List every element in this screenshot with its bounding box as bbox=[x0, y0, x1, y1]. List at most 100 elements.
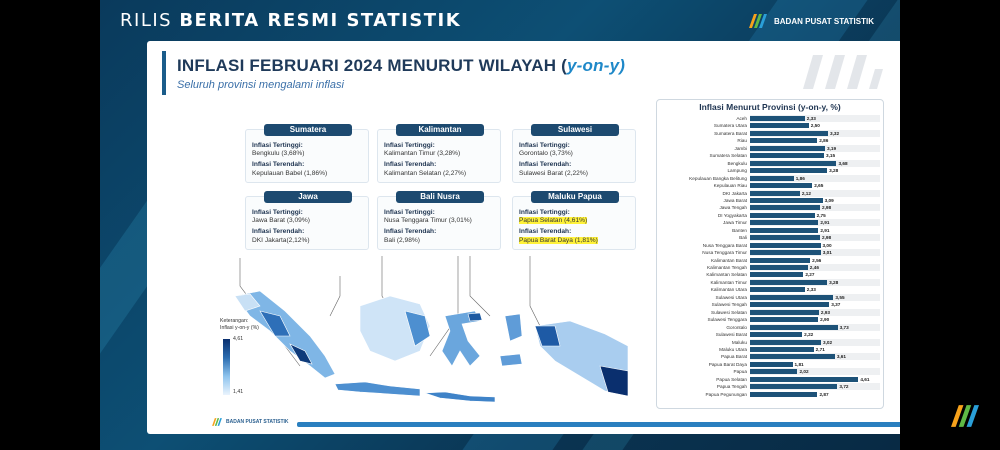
chart-bar bbox=[750, 227, 819, 233]
chart-category-label: Riau bbox=[737, 138, 747, 144]
chart-row: Papua Selatan 4,61 bbox=[657, 376, 885, 383]
kalimantan-shape bbox=[359, 295, 431, 362]
chart-value-label: 2,87 bbox=[819, 391, 829, 397]
header-title: RILIS BERITA RESMI STATISTIK bbox=[120, 10, 462, 31]
chart-category-label: Lampung bbox=[727, 168, 747, 174]
chart-category-label: Aceh bbox=[736, 116, 747, 121]
chart-row: Jawa Timur 2,91 bbox=[657, 219, 885, 227]
sumatera-north-shape bbox=[234, 293, 261, 312]
chart-bar bbox=[750, 384, 838, 390]
region-card-sulawesi: Sulawesi Inflasi Tertinggi: Gorontalo (3… bbox=[512, 124, 636, 183]
chart-value-label: 2,50 bbox=[810, 123, 820, 129]
bps-logo-footer: BADAN PUSAT STATISTIK bbox=[211, 417, 289, 427]
chart-row: Nusa Tenggara Timur 3,01 bbox=[657, 249, 885, 257]
chart-category-label: Sulawesi Tenggara bbox=[707, 317, 747, 323]
chart-value-label: 1,81 bbox=[794, 361, 804, 367]
chart-bar bbox=[750, 317, 819, 323]
chart-bar bbox=[750, 272, 804, 278]
chart-bar bbox=[750, 235, 821, 241]
chart-value-label: 2,98 bbox=[822, 235, 832, 241]
chart-category-label: Sulawesi Barat bbox=[715, 332, 747, 338]
chart-bar bbox=[750, 130, 829, 136]
chart-row: Papua Pegunungan 2,87 bbox=[657, 391, 885, 398]
bps-logo-icon bbox=[212, 418, 222, 426]
chart-value-label: 3,15 bbox=[826, 153, 836, 159]
chart-bar bbox=[750, 324, 838, 330]
chart-row: Riau 2,86 bbox=[657, 137, 885, 144]
chart-value-label: 3,55 bbox=[835, 294, 845, 300]
chart-category-label: Kalimantan Selatan bbox=[706, 272, 747, 278]
slide-subtitle: Seluruh provinsi mengalami inflasi bbox=[177, 79, 344, 91]
chart-category-label: Kepulauan Bangka Belitung bbox=[689, 175, 747, 181]
chart-category-label: Papua Tengah bbox=[716, 384, 747, 390]
chart-category-label: Banten bbox=[732, 227, 747, 233]
chart-bar bbox=[750, 302, 830, 308]
chart-row: Sulawesi Tenggara 2,90 bbox=[657, 316, 885, 323]
legend-title: Keterangan: Inflasi y-on-y (%) bbox=[220, 318, 259, 331]
region-header: Jawa bbox=[264, 191, 352, 203]
bps-logo-header: BADAN PUSAT STATISTIK bbox=[747, 12, 874, 30]
chart-value-label: 3,32 bbox=[830, 130, 840, 136]
chart-row: DKI Jakarta 2,12 bbox=[657, 189, 885, 197]
gorontalo-shape bbox=[467, 312, 483, 322]
chart-row: Sulawesi Selatan 2,93 bbox=[657, 308, 885, 316]
chart-category-label: Sulawesi Selatan bbox=[711, 309, 747, 315]
chart-category-label: Bali bbox=[739, 235, 747, 241]
chart-bar bbox=[750, 205, 821, 211]
chart-bar bbox=[750, 190, 800, 196]
chart-row: Jambi 3,19 bbox=[657, 144, 885, 152]
chart-row: Kalimantan Selatan 2,27 bbox=[657, 271, 885, 278]
chart-bar bbox=[750, 116, 805, 121]
chart-category-label: Kalimantan Barat bbox=[711, 257, 747, 263]
maluku-shape bbox=[499, 313, 523, 367]
chart-category-label: Jawa Tengah bbox=[719, 205, 747, 211]
chart-category-label: Sumatera Barat bbox=[714, 130, 747, 136]
region-card-maluku-papua: Maluku Papua Inflasi Tertinggi: Papua Se… bbox=[512, 191, 636, 250]
chart-bar bbox=[750, 369, 798, 375]
sumatera-west-shape bbox=[259, 310, 291, 337]
chart-bar bbox=[750, 376, 859, 382]
province-inflation-chart: Inflasi Menurut Provinsi (y-on-y, %) Ace… bbox=[656, 99, 884, 409]
chart-title: Inflasi Menurut Provinsi (y-on-y, %) bbox=[699, 102, 841, 112]
chart-value-label: 1,86 bbox=[795, 175, 805, 181]
chart-value-label: 3,28 bbox=[829, 279, 839, 285]
chart-value-label: 2,71 bbox=[815, 346, 825, 352]
chart-value-label: 2,93 bbox=[820, 309, 830, 315]
chart-category-label: Papua Barat bbox=[720, 354, 747, 360]
region-card-jawa: Jawa Inflasi Tertinggi: Jawa Barat (3,09… bbox=[245, 191, 369, 250]
footer-bar bbox=[297, 422, 900, 427]
chart-row: Kalimantan Timur 3,28 bbox=[657, 278, 885, 286]
papua-barat-shape bbox=[534, 325, 561, 347]
chart-value-label: 3,61 bbox=[836, 354, 846, 360]
chart-row: Lampung 3,28 bbox=[657, 167, 885, 174]
chart-bar bbox=[750, 346, 814, 352]
chart-category-label: Kalimantan Utara bbox=[710, 287, 747, 293]
chart-bar bbox=[750, 391, 818, 397]
chart-category-label: Sumatera Utara bbox=[713, 123, 747, 129]
presentation-stage: RILIS BERITA RESMI STATISTIK BADAN PUSAT… bbox=[100, 0, 900, 450]
chart-row: Sumatera Utara 2,50 bbox=[657, 122, 885, 129]
bps-watermark-icon bbox=[951, 405, 979, 427]
chart-value-label: 2,90 bbox=[820, 317, 830, 323]
chart-value-label: 2,27 bbox=[805, 272, 815, 278]
chart-bar bbox=[750, 257, 811, 263]
chart-row: Kalimantan Barat 2,56 bbox=[657, 257, 885, 264]
chart-category-label: Papua Barat Daya bbox=[708, 361, 747, 367]
chart-row: Papua Barat 3,61 bbox=[657, 353, 885, 361]
chart-bar bbox=[750, 265, 808, 270]
slide-title: INFLASI FEBRUARI 2024 MENURUT WILAYAH (y… bbox=[177, 56, 626, 75]
chart-row: Sumatera Barat 3,32 bbox=[657, 129, 885, 137]
chart-category-label: DKI Jakarta bbox=[722, 190, 748, 196]
chart-bar bbox=[750, 138, 818, 144]
chart-bar bbox=[750, 279, 828, 285]
chart-category-label: Maluku bbox=[731, 339, 747, 345]
chart-value-label: 2,56 bbox=[812, 257, 822, 263]
chart-bar bbox=[750, 175, 794, 181]
chart-bar bbox=[750, 197, 823, 203]
chart-bar bbox=[750, 309, 819, 315]
region-header: Bali Nusra bbox=[396, 191, 484, 203]
kalimantan-east-shape bbox=[404, 310, 431, 347]
chart-value-label: 2,12 bbox=[801, 190, 811, 196]
chart-category-label: Gorontalo bbox=[726, 324, 747, 330]
chart-category-label: Papua Pegunungan bbox=[705, 391, 747, 397]
